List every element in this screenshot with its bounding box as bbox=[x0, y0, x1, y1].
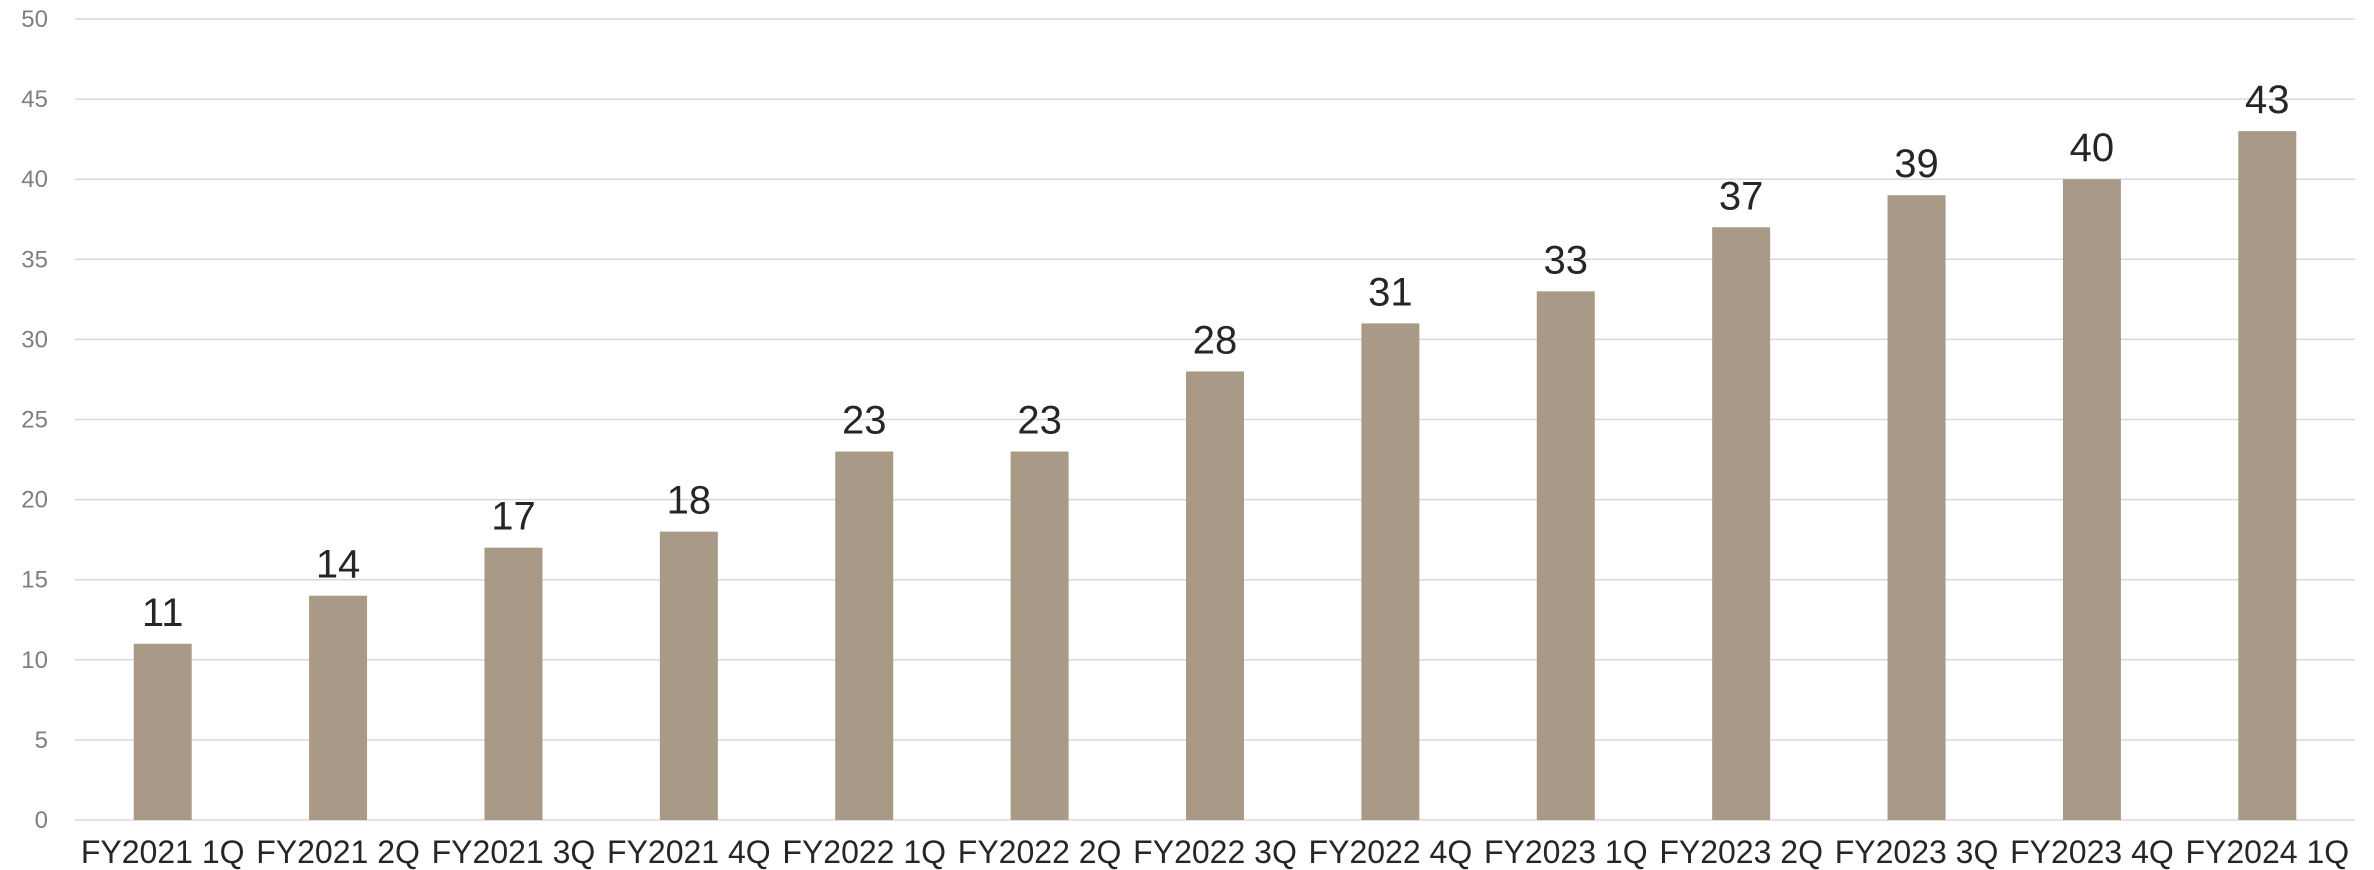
x-tick-label: FY2021 4Q bbox=[607, 834, 771, 870]
x-tick-label: FY2023 4Q bbox=[2010, 834, 2174, 870]
x-tick-label: FY2022 4Q bbox=[1309, 834, 1473, 870]
data-label: 31 bbox=[1368, 270, 1413, 314]
x-tick-label: FY2022 3Q bbox=[1133, 834, 1297, 870]
bar bbox=[484, 547, 543, 820]
x-tick-label: FY2021 2Q bbox=[256, 834, 420, 870]
x-tick-label: FY2022 2Q bbox=[958, 834, 1122, 870]
bar bbox=[309, 595, 368, 820]
y-tick-label: 20 bbox=[21, 487, 48, 514]
y-tick-label: 40 bbox=[21, 166, 48, 193]
x-tick-label: FY2023 3Q bbox=[1835, 834, 1999, 870]
y-tick-label: 35 bbox=[21, 246, 48, 273]
x-tick-label: FY2022 1Q bbox=[782, 834, 946, 870]
bar bbox=[133, 643, 192, 820]
x-axis: FY2021 1Q FY2021 2Q FY2021 3Q FY2021 4Q FY20… bbox=[81, 834, 2349, 870]
x-tick-label: FY2021 3Q bbox=[432, 834, 596, 870]
data-label: 11 bbox=[142, 591, 184, 635]
y-axis: 0 5 10 15 20 25 30 35 40 45 50 bbox=[21, 6, 48, 834]
y-tick-label: 10 bbox=[21, 647, 48, 674]
data-label: 40 bbox=[2070, 126, 2115, 170]
bar bbox=[1010, 451, 1069, 820]
data-label: 17 bbox=[491, 495, 536, 539]
data-label: 33 bbox=[1544, 238, 1589, 282]
data-label: 39 bbox=[1894, 142, 1939, 186]
data-label: 43 bbox=[2245, 78, 2290, 122]
bar bbox=[1186, 371, 1244, 820]
x-tick-label: FY2023 1Q bbox=[1484, 834, 1648, 870]
data-label: 14 bbox=[316, 543, 361, 587]
data-label: 18 bbox=[667, 479, 712, 523]
data-label: 23 bbox=[842, 399, 887, 443]
x-tick-label: FY2021 1Q bbox=[81, 834, 245, 870]
bars bbox=[133, 131, 2297, 821]
x-tick-label: FY2024 1Q bbox=[2185, 834, 2349, 870]
bar bbox=[1536, 291, 1595, 821]
bar bbox=[1361, 323, 1420, 820]
y-tick-label: 25 bbox=[21, 407, 48, 434]
y-tick-label: 5 bbox=[35, 727, 48, 754]
data-label: 28 bbox=[1193, 318, 1238, 362]
data-labels: 11 14 17 18 23 23 28 31 33 37 39 40 43 bbox=[142, 78, 2290, 635]
data-label: 37 bbox=[1719, 174, 1764, 218]
bar bbox=[1887, 195, 1946, 821]
bar bbox=[2062, 179, 2121, 820]
bar bbox=[1712, 227, 1771, 820]
y-tick-label: 45 bbox=[21, 86, 48, 113]
y-tick-label: 50 bbox=[21, 6, 48, 33]
y-tick-label: 30 bbox=[21, 326, 48, 353]
y-tick-label: 15 bbox=[21, 567, 48, 594]
x-tick-label: FY2023 2Q bbox=[1659, 834, 1823, 870]
bar bbox=[835, 451, 894, 820]
bar bbox=[2238, 131, 2297, 820]
bar bbox=[659, 531, 718, 820]
y-tick-label: 0 bbox=[35, 807, 48, 834]
data-label: 23 bbox=[1017, 399, 1062, 443]
